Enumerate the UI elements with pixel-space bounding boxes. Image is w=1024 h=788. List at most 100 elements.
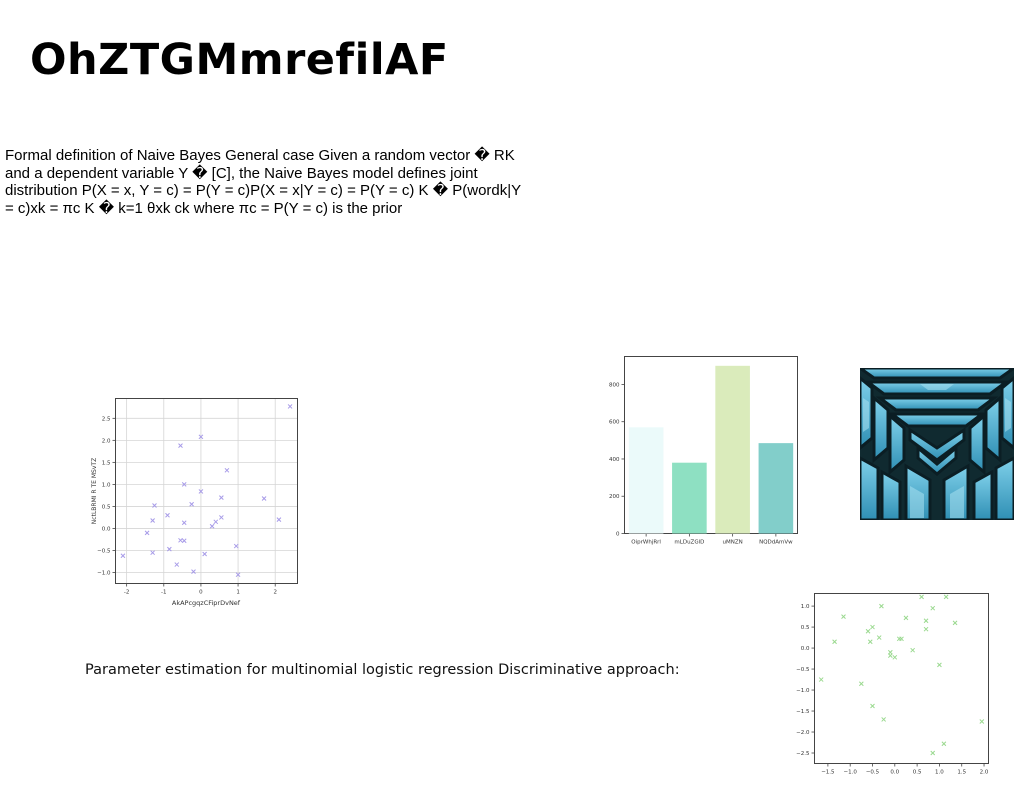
scatter-point-stroke bbox=[202, 551, 207, 557]
scatter-point-stroke bbox=[832, 639, 837, 645]
architecture-photo bbox=[860, 368, 1014, 520]
scatter-point-stroke bbox=[198, 434, 204, 440]
scatter-point bbox=[287, 404, 293, 409]
bar bbox=[628, 427, 664, 534]
scatter-point-stroke bbox=[867, 639, 873, 645]
chart1-xlabel: AkAPcgqzCFiprDvNef bbox=[172, 599, 241, 607]
scatter-point-stroke bbox=[865, 628, 871, 634]
x-tick-label: 0.5 bbox=[913, 770, 922, 776]
scatter-point bbox=[181, 538, 187, 544]
chart3-frame bbox=[814, 593, 989, 764]
scatter-point bbox=[923, 618, 929, 624]
y-tick-label: 0.0 bbox=[801, 646, 810, 652]
scatter-point bbox=[235, 572, 241, 578]
scatter-point-stroke bbox=[224, 467, 230, 473]
chart2-frame bbox=[624, 356, 798, 534]
scatter-point bbox=[919, 594, 924, 600]
scatter-point bbox=[979, 719, 985, 724]
scatter-point-stroke bbox=[943, 594, 949, 600]
scatter-point-stroke bbox=[937, 662, 942, 668]
x-tick-label: 0 bbox=[199, 590, 203, 596]
scatter-point bbox=[941, 741, 947, 747]
scatter-point bbox=[818, 677, 824, 682]
scatter-point-stroke bbox=[178, 537, 183, 543]
scatter-point-stroke bbox=[198, 489, 204, 494]
scatter-point-stroke bbox=[144, 530, 150, 536]
y-tick-label: −1.5 bbox=[796, 709, 810, 715]
scatter-point-stroke bbox=[235, 572, 241, 578]
scatter-point-stroke bbox=[979, 719, 985, 724]
scatter-point-stroke bbox=[881, 717, 887, 722]
scatter-point bbox=[261, 496, 267, 501]
scatter-point bbox=[943, 594, 949, 600]
scatter-point-stroke bbox=[870, 624, 875, 630]
scatter-point bbox=[181, 482, 187, 487]
y-tick-label: 400 bbox=[609, 457, 620, 463]
x-tick-label: NQDdAmVw bbox=[759, 540, 793, 546]
body-paragraph: Formal definition of Naive Bayes General… bbox=[5, 147, 521, 218]
scatter-point-stroke bbox=[941, 741, 947, 747]
chart2-bars bbox=[628, 365, 794, 534]
scatter-point bbox=[233, 543, 239, 549]
scatter-point-stroke bbox=[910, 647, 916, 653]
scatter-point-stroke bbox=[899, 636, 904, 642]
bar bbox=[672, 462, 707, 534]
scatter-point-stroke bbox=[178, 443, 183, 448]
scatter-chart-purple: -2 -1 0 1 2 −1.0 −0.5 0.0 0.5 1.0 1.5 2.0 2.5 AkAPcg… bbox=[91, 398, 298, 607]
scatter-point bbox=[198, 489, 204, 494]
scatter-point-stroke bbox=[930, 605, 936, 611]
scatter-point-stroke bbox=[887, 653, 893, 658]
y-tick-label: 2.5 bbox=[102, 416, 111, 422]
y-tick-label: 0.5 bbox=[801, 625, 810, 631]
scatter-point-stroke bbox=[150, 518, 155, 523]
y-tick-label: 0.0 bbox=[102, 526, 111, 532]
scatter-point-stroke bbox=[818, 677, 824, 682]
scatter-point bbox=[144, 530, 150, 536]
scatter-point bbox=[937, 662, 942, 668]
scatter-point bbox=[867, 639, 873, 645]
scatter-point-stroke bbox=[892, 654, 898, 660]
scatter-point bbox=[910, 647, 916, 653]
x-tick-label: 2 bbox=[273, 590, 277, 596]
scatter-point bbox=[881, 717, 887, 722]
scatter-point-stroke bbox=[858, 681, 864, 687]
scatter-point-stroke bbox=[120, 553, 126, 559]
scatter-point-stroke bbox=[219, 515, 224, 520]
scatter-point bbox=[841, 614, 846, 619]
scatter-point bbox=[870, 624, 875, 630]
scatter-point-stroke bbox=[952, 620, 958, 626]
scatter-point bbox=[832, 639, 837, 645]
scatter-point bbox=[276, 517, 282, 522]
bar bbox=[758, 443, 794, 534]
y-tick-label: 0 bbox=[616, 532, 620, 538]
scatter-point bbox=[213, 519, 219, 525]
scatter-point bbox=[219, 495, 224, 500]
scatter-point-stroke bbox=[879, 603, 884, 609]
scatter-point bbox=[224, 467, 230, 473]
scatter-point-stroke bbox=[165, 512, 170, 518]
x-tick-label: 1.5 bbox=[957, 770, 966, 776]
scatter-point-stroke bbox=[876, 635, 882, 640]
scatter-point bbox=[903, 615, 909, 621]
scatter-point-stroke bbox=[930, 750, 936, 756]
scatter-point-stroke bbox=[209, 523, 215, 529]
scatter-point-stroke bbox=[150, 550, 155, 556]
scatter-point bbox=[930, 605, 936, 611]
y-tick-label: 0.5 bbox=[102, 504, 111, 510]
scatter-point-stroke bbox=[287, 404, 293, 409]
scatter-point-stroke bbox=[191, 569, 196, 574]
scatter-point-stroke bbox=[919, 594, 924, 600]
scatter-point-stroke bbox=[870, 703, 875, 709]
scatter-point bbox=[198, 434, 204, 440]
chart1-ylabel: NctLBRMI R TE MSvTZ bbox=[91, 458, 98, 524]
scatter-point-stroke bbox=[841, 614, 846, 619]
x-tick-label: −0.5 bbox=[866, 770, 880, 776]
scatter-point-stroke bbox=[189, 501, 194, 507]
chart3-ticks: −1.5 −1.0 −0.5 0.0 0.5 1.0 1.5 2.0 −2.5 −2.0 −1.5 −… bbox=[796, 604, 989, 775]
scatter-point bbox=[892, 654, 898, 660]
scatter-point bbox=[150, 518, 155, 523]
scatter-point bbox=[178, 537, 183, 543]
scatter-point bbox=[167, 546, 172, 552]
scatter-point-stroke bbox=[261, 496, 267, 501]
scatter-point bbox=[189, 501, 194, 507]
